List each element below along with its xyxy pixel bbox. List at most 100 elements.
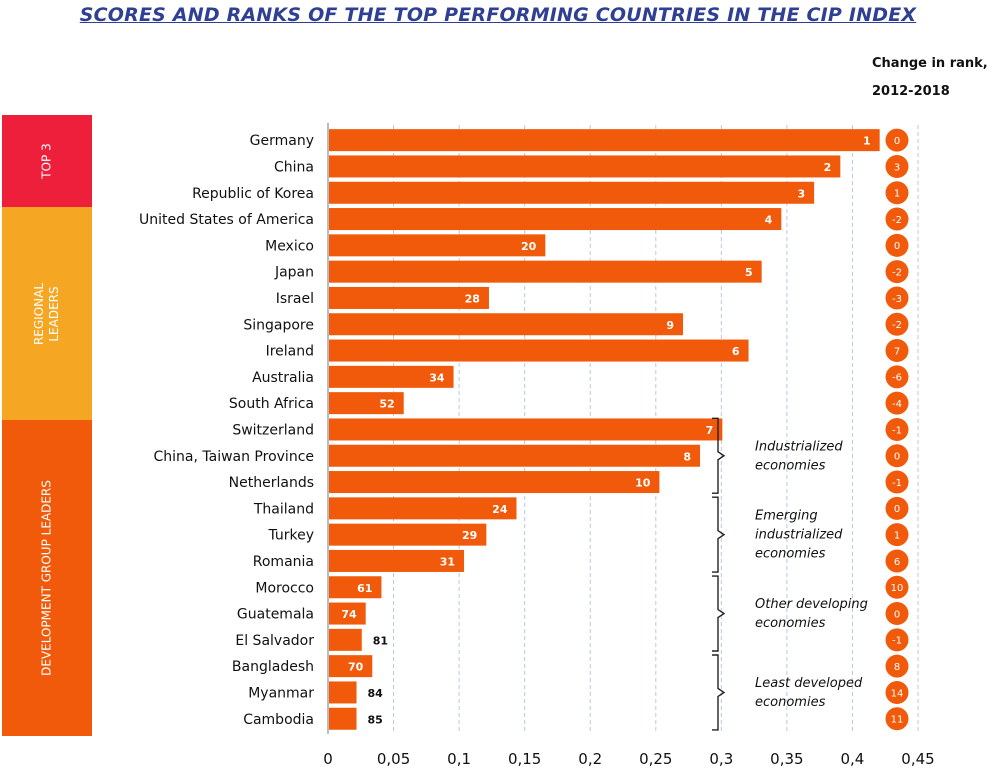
bar (329, 313, 683, 336)
x-tick-label: 0,35 (770, 750, 803, 768)
x-tick-label: 0,45 (901, 750, 934, 768)
rank-change-label: -1 (892, 478, 902, 489)
rank-change-circle (885, 680, 909, 704)
rank-change-label: -2 (892, 320, 902, 331)
rank-change-label: -6 (892, 373, 902, 384)
x-tick-label: 0,2 (578, 750, 602, 768)
group-band: REGIONAL LEADERS (2, 207, 92, 420)
category-label: Switzerland (232, 422, 314, 438)
rank-change-circle (885, 233, 909, 257)
x-tick-label: 0,3 (709, 750, 733, 768)
rank-change-circle (885, 602, 909, 626)
rank-label: 85 (368, 713, 383, 726)
category-label: Israel (276, 291, 314, 307)
rank-label: 4 (765, 214, 773, 227)
x-tick-label: 0 (323, 750, 333, 768)
rank-change-circle (885, 523, 909, 547)
rank-change-label: -3 (892, 294, 902, 305)
rank-change-label: -2 (892, 215, 902, 226)
rank-label: 70 (348, 661, 364, 674)
bar (329, 471, 660, 494)
rank-label: 84 (368, 687, 384, 700)
bar (329, 628, 362, 651)
rank-change-circle (885, 654, 909, 678)
group-bracket (712, 575, 726, 652)
category-label: Morocco (255, 580, 314, 596)
bracket-label: Emerging industrialized economies (755, 509, 843, 562)
rank-label: 29 (462, 529, 477, 542)
category-label: United States of America (139, 212, 314, 228)
bracket-label: Other developing economies (755, 597, 868, 631)
rank-change-label: 0 (894, 241, 900, 252)
rank-label: 20 (521, 240, 537, 253)
rank-change-circle (885, 207, 909, 231)
rank-change-circle (885, 391, 909, 415)
rank-change-circle (885, 154, 909, 178)
rank-change-circle (885, 339, 909, 363)
category-label: China, Taiwan Province (153, 449, 314, 465)
bracket-label: Least developed economies (755, 676, 863, 710)
bar (329, 497, 517, 520)
group-bracket (712, 496, 726, 573)
x-tick-label: 0,25 (639, 750, 672, 768)
rank-label: 74 (341, 608, 357, 621)
rank-change-label: 0 (894, 609, 900, 620)
rank-change-circle (885, 549, 909, 573)
bar (329, 234, 546, 257)
rank-change-label: -4 (892, 399, 902, 410)
group-bracket (712, 417, 726, 494)
rank-label: 81 (373, 634, 388, 647)
group-band: TOP 3 (2, 115, 92, 207)
rank-label: 61 (357, 582, 372, 595)
rank-change-circle (885, 628, 909, 652)
chart-title: SCORES AND RANKS OF THE TOP PERFORMING C… (79, 4, 917, 26)
category-label: Australia (252, 370, 314, 386)
category-label: South Africa (229, 396, 314, 412)
rank-label: 8 (683, 450, 691, 463)
rank-label: 3 (797, 187, 805, 200)
rank-change-label: 7 (894, 346, 900, 357)
rank-change-circle (885, 444, 909, 468)
rank-change-circle (885, 181, 909, 205)
rank-change-label: 0 (894, 452, 900, 463)
change-header-line-2: 2012-2018 (872, 84, 950, 99)
category-label: Netherlands (229, 475, 314, 491)
rank-change-circle (885, 286, 909, 310)
rank-change-label: -1 (892, 636, 902, 647)
rank-label: 10 (635, 477, 651, 490)
category-label: Germany (250, 133, 314, 149)
rank-change-label: 11 (891, 715, 904, 726)
change-header-line-1: Change in rank, (872, 56, 988, 71)
rank-label: 24 (492, 503, 508, 516)
rank-label: 9 (666, 319, 674, 332)
bar (329, 549, 465, 572)
rank-label: 34 (429, 371, 445, 384)
rank-change-circle (885, 312, 909, 336)
category-label: Cambodia (243, 712, 314, 728)
rank-label: 2 (824, 161, 832, 174)
bar (329, 181, 815, 204)
rank-change-circle (885, 417, 909, 441)
bar (329, 286, 489, 309)
bar (329, 260, 762, 283)
bar (329, 602, 366, 625)
x-tick-label: 0,1 (447, 750, 471, 768)
rank-change-circle (885, 707, 909, 731)
rank-change-circle (885, 470, 909, 494)
rank-change-label: -2 (892, 267, 902, 278)
bar (329, 523, 487, 546)
bar (329, 655, 373, 678)
rank-change-label: 10 (891, 583, 904, 594)
rank-label: 5 (745, 266, 753, 279)
rank-label: 28 (465, 292, 480, 305)
bar (329, 365, 454, 388)
rank-change-label: 1 (894, 189, 900, 200)
category-label: Turkey (267, 528, 314, 544)
rank-label: 52 (379, 398, 394, 411)
rank-change-circle (885, 365, 909, 389)
change-in-rank-header: Change in rank, 2012-2018 (872, 50, 996, 106)
bar (329, 576, 382, 599)
category-label: El Salvador (235, 633, 314, 649)
category-label: Thailand (253, 501, 314, 517)
